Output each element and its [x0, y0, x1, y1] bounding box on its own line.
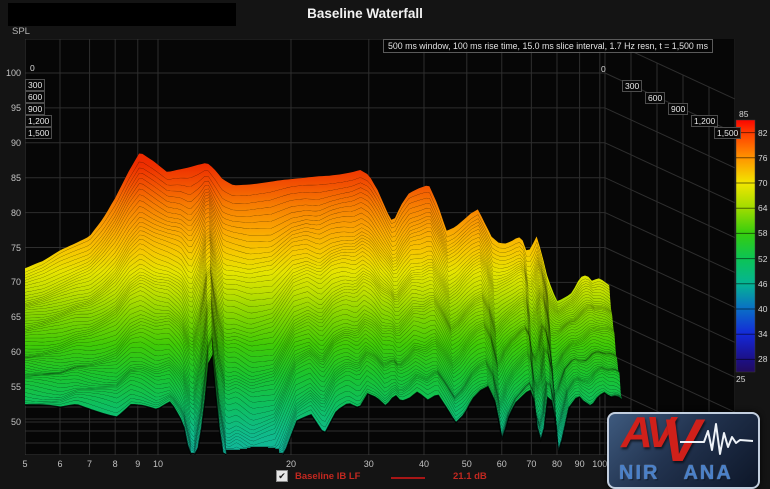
spl-tick-label: 80	[10, 207, 21, 218]
waterfall-ribbon	[25, 275, 617, 380]
time-slice-label-right: 1,200	[691, 115, 719, 128]
logo-big-v: V	[661, 412, 702, 474]
colorbar-tick-label: 76	[758, 152, 768, 163]
frequency-tick-label: 30	[363, 459, 374, 469]
waterfall-ribbon	[25, 345, 622, 453]
frequency-tick-label: 80	[551, 459, 562, 469]
spl-tick-label: 65	[10, 312, 21, 323]
spl-axis-label: SPL	[12, 26, 30, 37]
frequency-tick-label: 20	[285, 459, 296, 469]
colorbar-tick-label: 70	[758, 178, 768, 188]
waterfall-ribbon	[25, 173, 610, 311]
frequency-tick-label: 6	[57, 459, 63, 469]
waterfall-ribbon	[25, 273, 617, 377]
spl-tick-label: 50	[10, 417, 21, 427]
waterfall-ribbon	[25, 312, 619, 426]
logo-waveform-icon	[680, 423, 754, 455]
legend-line-sample	[391, 477, 425, 479]
spl-tick-label: 100	[5, 68, 21, 78]
frequency-tick-label: 60	[496, 459, 507, 469]
colorbar-tick-label: 64	[758, 203, 768, 214]
frequency-tick-label: 70	[526, 459, 537, 469]
redacted-title-box	[8, 3, 236, 26]
measurement-settings-note: 500 ms window, 100 ms rise time, 15.0 ms…	[383, 39, 713, 53]
logo-nirvana-text: NIR ANA	[619, 462, 733, 484]
waterfall-ribbon	[25, 308, 619, 421]
colorbar-min-label: 25	[736, 374, 746, 384]
colorbar-tick-label: 28	[758, 354, 768, 365]
colorbar-tick-label: 58	[758, 228, 768, 239]
waterfall-slice-outline	[25, 354, 623, 455]
time-slice-label-left: 900	[25, 103, 46, 115]
time-slice-label-right: 900	[668, 103, 689, 116]
spl-tick-label: 70	[10, 277, 21, 288]
frequency-tick-label: 100	[592, 459, 608, 469]
time-slice-label-left: 0	[30, 63, 35, 73]
time-slice-label-left: 1,200	[25, 115, 53, 127]
colorbar-tick-label: 82	[758, 127, 768, 138]
time-slice-label-right: 0	[601, 64, 606, 74]
frequency-tick-label: 10	[152, 459, 163, 469]
frequency-tick-label: 8	[112, 459, 118, 469]
colorbar-tick-label: 40	[758, 304, 768, 314]
colorbar-tick-label: 34	[758, 329, 768, 340]
waterfall-ribbon	[25, 321, 620, 434]
waterfall-surface	[25, 153, 623, 455]
waterfall-ribbon	[25, 162, 610, 308]
waterfall-ribbon	[25, 224, 613, 333]
frequency-tick-label: 7	[87, 459, 93, 469]
waterfall-ribbon	[25, 153, 610, 305]
spl-tick-label: 60	[10, 347, 21, 358]
measurement-checkbox[interactable]: ✔	[276, 470, 288, 482]
waterfall-slice-outline	[25, 220, 613, 330]
frequency-tick-label: 50	[461, 459, 472, 469]
time-slice-label-right: 1,500	[714, 127, 742, 139]
logo-av-text: AV	[621, 412, 675, 457]
waterfall-ribbon	[25, 342, 622, 452]
waterfall-ribbon	[25, 299, 618, 398]
colorbar-max-label: 85	[739, 109, 749, 119]
av-nirvana-logo: AV V NIR ANA	[607, 412, 760, 489]
waterfall-ribbon	[25, 316, 620, 431]
spl-tick-label: 95	[10, 102, 21, 113]
frequency-tick-label: 9	[135, 459, 141, 469]
time-slice-label-left: 300	[25, 79, 46, 91]
time-slice-label-right: 300	[622, 79, 643, 92]
waterfall-slice-outline	[25, 320, 620, 431]
spl-tick-label: 90	[10, 137, 21, 148]
legend-db-value: 21.1 dB	[453, 471, 487, 482]
frequency-tick-label: 90	[574, 459, 585, 469]
waterfall-ribbon	[25, 228, 613, 335]
frequency-tick-label: 40	[418, 459, 429, 469]
spl-tick-label: 75	[10, 242, 21, 253]
waterfall-ribbon	[25, 352, 622, 455]
waterfall-slice-outline	[25, 233, 614, 337]
spl-tick-label: 55	[10, 382, 21, 393]
legend-row: ✔ Baseline IB LF	[276, 470, 360, 482]
spl-tick-label: 85	[10, 172, 21, 183]
colorbar-tick-label: 46	[758, 278, 768, 289]
waterfall-ribbon	[25, 349, 622, 454]
waterfall-ribbon	[25, 168, 610, 310]
frequency-tick-label: 5	[22, 459, 28, 469]
page-title: Baseline Waterfall	[307, 6, 423, 21]
waterfall-ribbon	[25, 326, 620, 438]
waterfall-slice-outline	[25, 173, 610, 310]
colorbar-tick-label: 52	[758, 253, 768, 264]
measurement-name[interactable]: Baseline IB LF	[295, 470, 361, 482]
time-slice-label-left: 1,500	[25, 127, 53, 139]
time-slice-label-right: 600	[645, 91, 666, 104]
time-slice-label-left: 600	[25, 91, 46, 103]
